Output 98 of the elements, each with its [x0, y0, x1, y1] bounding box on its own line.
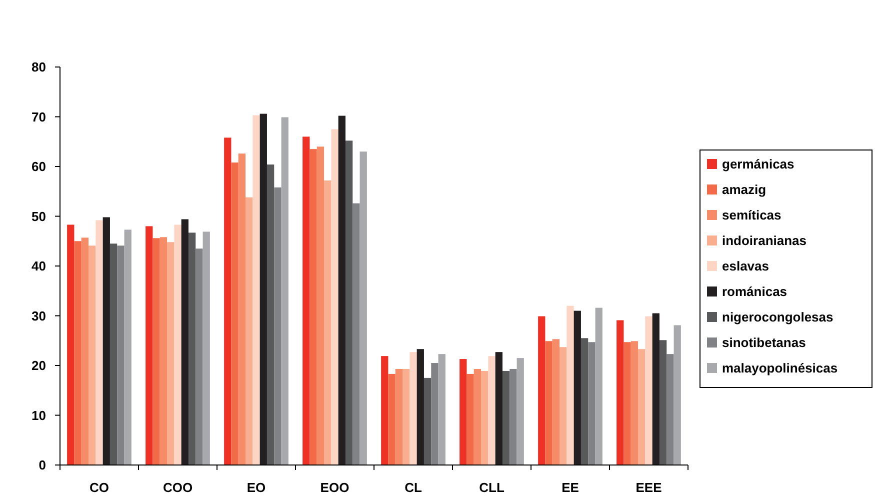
- bar: [360, 152, 367, 465]
- bar: [674, 325, 681, 465]
- bar: [124, 230, 132, 465]
- bar: [402, 368, 410, 465]
- bar: [410, 352, 417, 465]
- bar: [67, 224, 74, 465]
- bar: [81, 238, 89, 465]
- bar: [666, 354, 674, 465]
- bar: [381, 356, 388, 465]
- bar: [252, 115, 260, 465]
- x-tick-label: EO: [246, 480, 266, 495]
- bar: [481, 370, 488, 465]
- bar: [416, 349, 424, 465]
- bar: [160, 237, 168, 465]
- bar: [502, 370, 510, 465]
- bar: [516, 358, 524, 465]
- y-tick-label: 0: [38, 458, 46, 473]
- bar: [74, 241, 82, 465]
- bar: [260, 114, 267, 465]
- bar: [595, 308, 602, 465]
- legend-label: indoiranianas: [722, 233, 807, 248]
- x-tick-label: EOO: [320, 480, 350, 495]
- bar: [624, 342, 631, 465]
- bar: [460, 359, 467, 465]
- legend-label: malayopolinésicas: [722, 360, 838, 376]
- bar: [395, 368, 403, 465]
- bar: [110, 244, 118, 465]
- bar: [331, 129, 338, 465]
- bar: [474, 368, 482, 465]
- bar: [466, 374, 474, 465]
- bar: [338, 116, 346, 465]
- bar: [102, 217, 110, 465]
- bar: [560, 347, 567, 465]
- bar: [345, 140, 353, 465]
- bar: [281, 117, 288, 465]
- bar: [88, 246, 96, 465]
- bar: [117, 246, 124, 465]
- bar: [388, 374, 396, 465]
- bar: [324, 180, 332, 465]
- bar: [630, 341, 638, 465]
- legend-label: eslavas: [722, 258, 769, 274]
- bar: [202, 232, 210, 465]
- bar: [246, 197, 253, 465]
- bar: [196, 248, 203, 465]
- bar: [224, 138, 232, 465]
- y-tick-label: 10: [32, 408, 46, 423]
- bar: [616, 320, 624, 465]
- y-tick-label: 80: [32, 60, 46, 75]
- bar: [638, 349, 646, 465]
- y-tick-label: 50: [32, 208, 46, 224]
- bar: [552, 339, 560, 465]
- x-tick-label: CL: [404, 480, 422, 495]
- bar: [302, 136, 310, 465]
- bar: [538, 316, 546, 465]
- legend-label: germánicas: [722, 156, 794, 172]
- x-tick-label: EEE: [636, 480, 662, 495]
- y-tick-label: 60: [32, 159, 46, 174]
- bar: [152, 238, 160, 465]
- bar: [96, 220, 103, 465]
- bar: [588, 342, 596, 465]
- bar: [188, 232, 196, 465]
- bar: [167, 242, 174, 465]
- x-tick-label: CO: [90, 480, 109, 495]
- bar: [424, 378, 432, 465]
- y-tick-label: 30: [32, 308, 46, 324]
- legend-label: nigerocongolesas: [722, 310, 834, 325]
- bar: [431, 363, 438, 465]
- y-tick-label: 70: [32, 109, 46, 124]
- bar: [174, 224, 182, 465]
- y-tick-label: 40: [32, 258, 46, 274]
- bar: [659, 340, 667, 465]
- bar: [495, 352, 502, 465]
- bar: [566, 306, 574, 465]
- bar: [266, 164, 274, 465]
- x-tick-label: CLL: [479, 480, 504, 495]
- bar: [574, 310, 581, 465]
- legend-label: amazig: [722, 182, 766, 198]
- bar: [310, 149, 317, 465]
- x-tick-label: COO: [162, 480, 193, 495]
- bar: [645, 316, 652, 465]
- legend-label: semíticas: [722, 208, 782, 223]
- y-tick-label: 20: [32, 358, 46, 374]
- bar: [545, 341, 552, 465]
- bar: [238, 154, 246, 465]
- bar: [488, 356, 496, 465]
- bar: [274, 187, 282, 465]
- bar: [438, 354, 446, 465]
- x-tick-label: EE: [562, 480, 580, 495]
- bar: [510, 368, 517, 465]
- bar: [231, 162, 238, 465]
- bar: [652, 313, 660, 465]
- bar: [146, 226, 153, 465]
- legend-label: sinotibetanas: [722, 335, 806, 350]
- bar: [352, 203, 360, 465]
- bar: [316, 146, 324, 465]
- bar: [181, 219, 188, 465]
- bar: [580, 338, 588, 465]
- legend-label: románicas: [722, 284, 788, 300]
